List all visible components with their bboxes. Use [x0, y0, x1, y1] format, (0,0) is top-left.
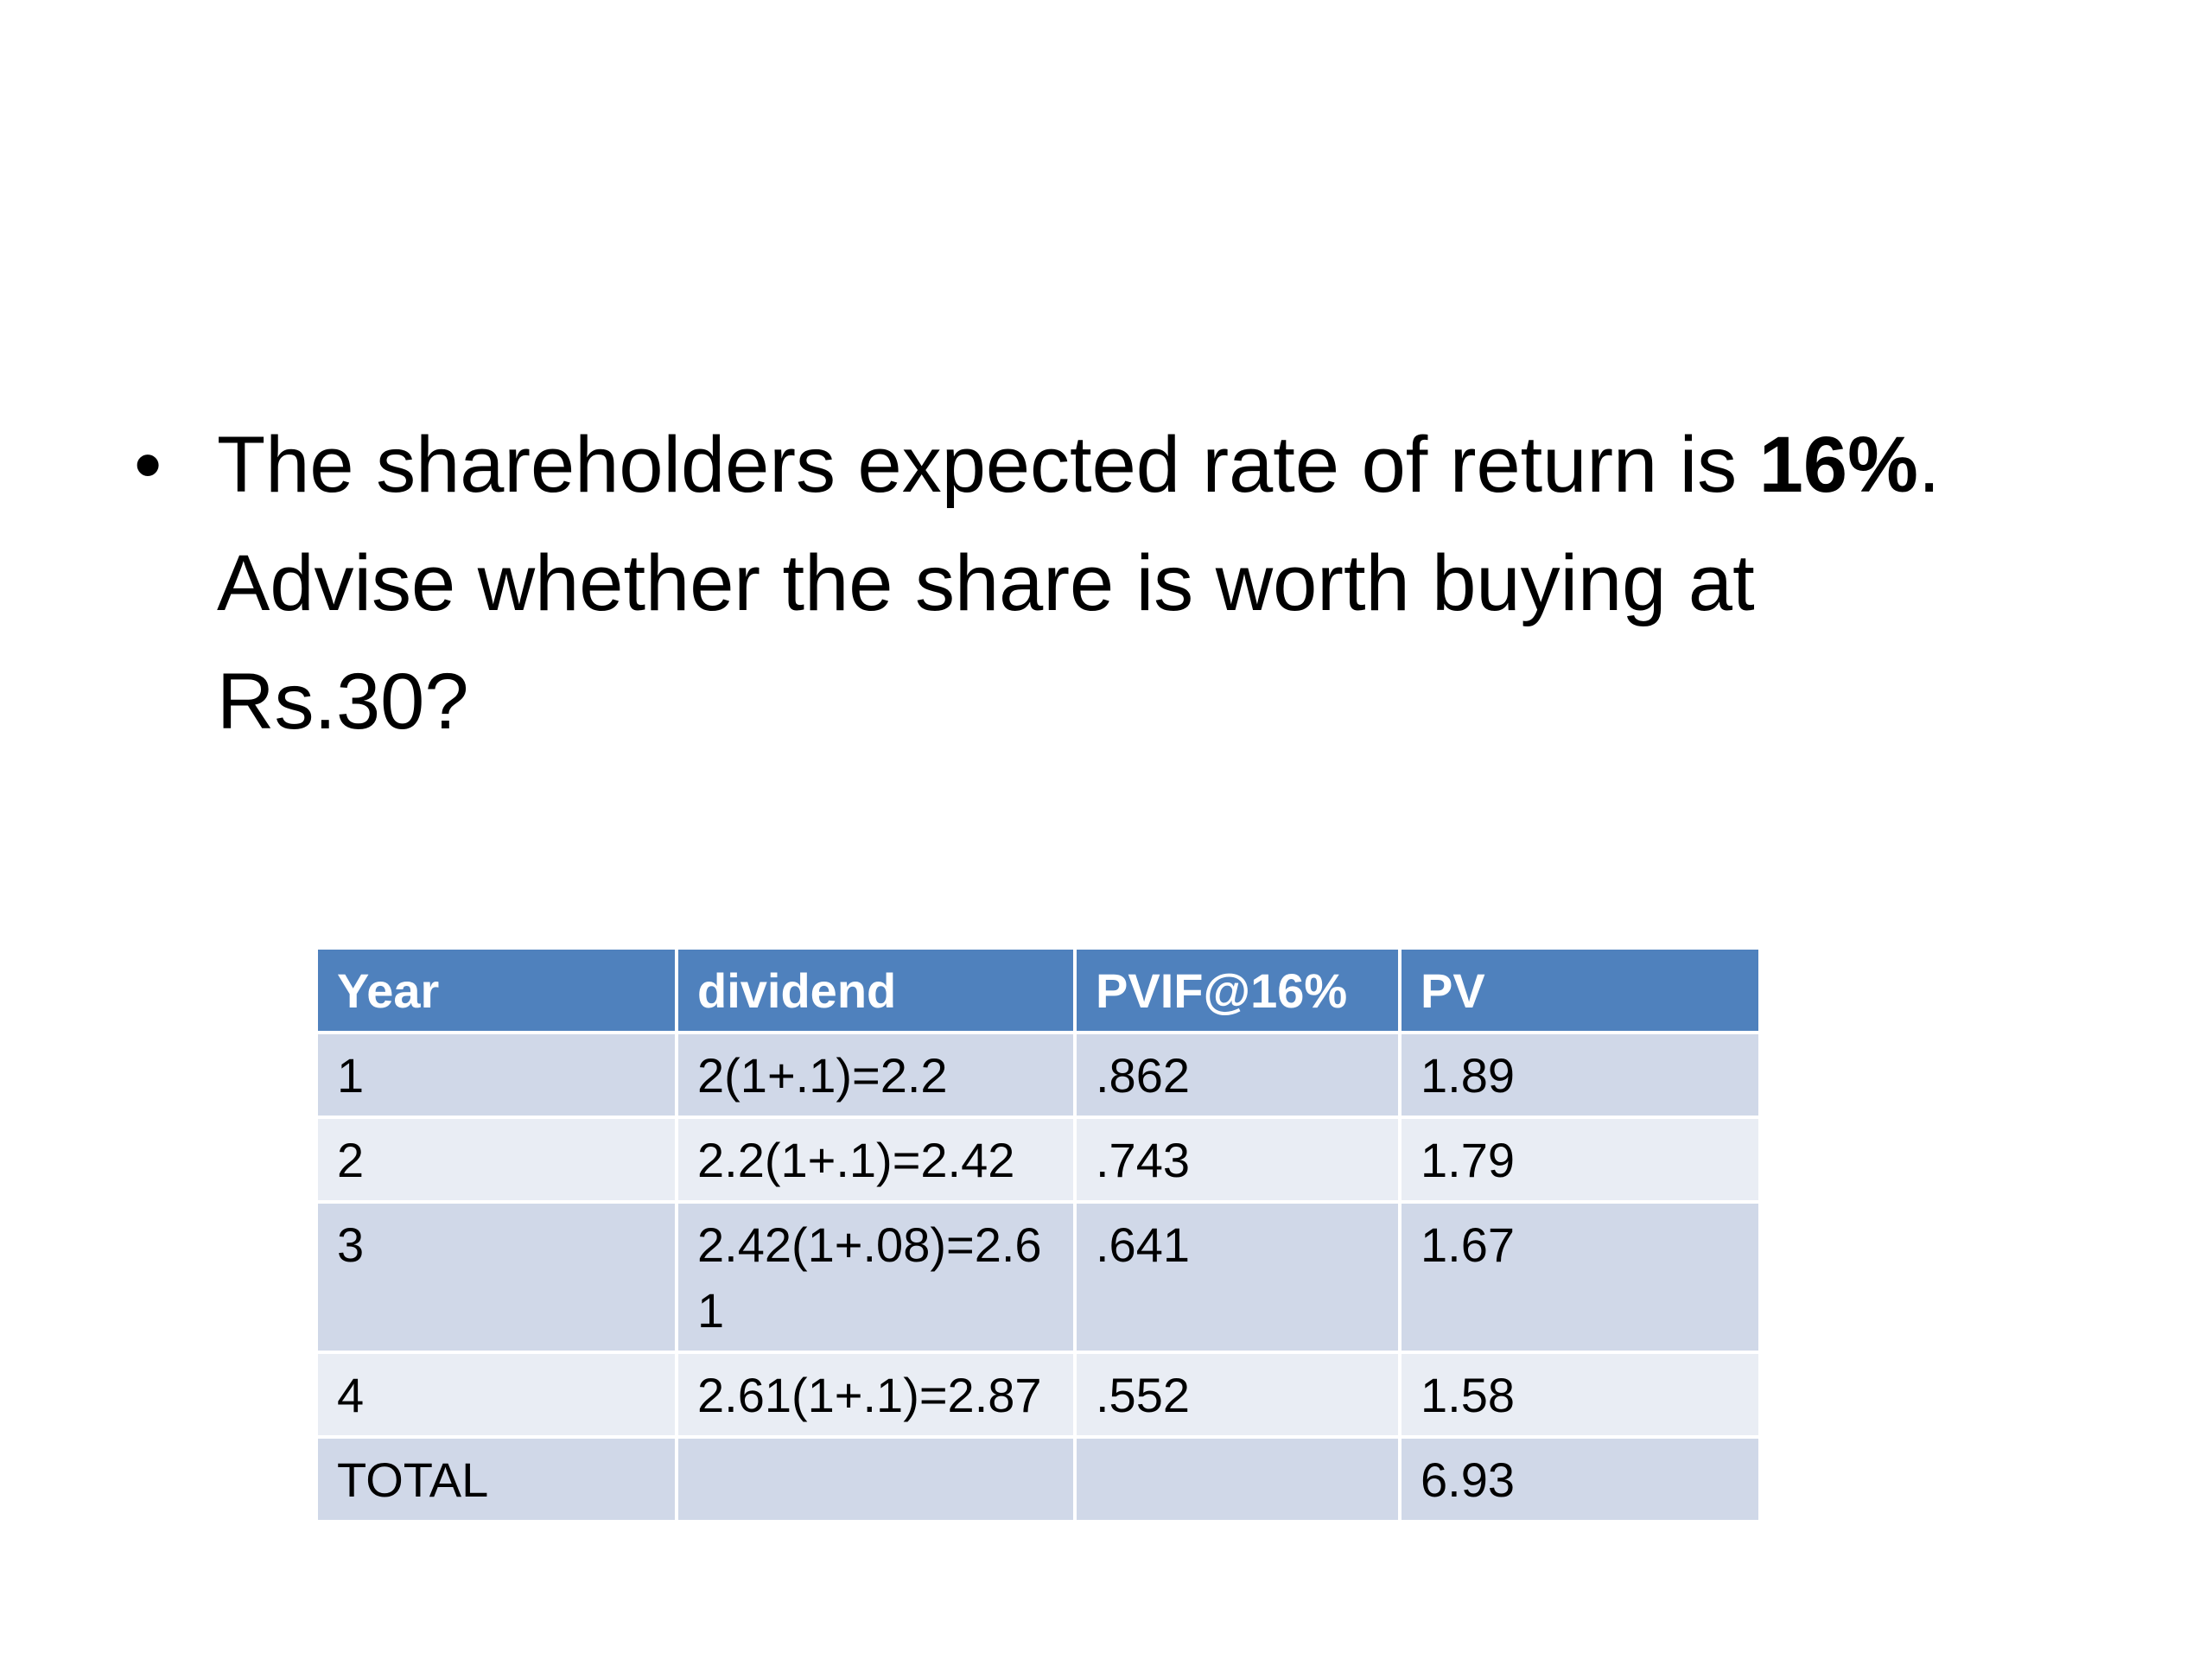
cell: 4: [315, 1351, 678, 1439]
row: 1 2(1+.1)=2.2.862 1.89: [315, 1031, 1762, 1119]
empty-cell: [1073, 1435, 1402, 1523]
header-cell: PV: [1398, 946, 1762, 1034]
total-row: TOTAL 6.93: [315, 1435, 1762, 1523]
row: 3 2.42(1+.08)=2.61.641 1.67: [315, 1200, 1762, 1354]
cell: 2: [315, 1116, 678, 1204]
cell: 1: [315, 1031, 678, 1119]
cell: 3: [315, 1200, 678, 1354]
table: Year dividend PVIF@16% PV 1 2(1+.1)=2.2.862 1…: [315, 946, 1762, 1523]
cell: 6.93: [1398, 1435, 1762, 1523]
bullet-dot: •: [134, 421, 162, 509]
header-cell: dividend: [675, 946, 1077, 1034]
header-row: Year dividend PVIF@16% PV: [315, 946, 1762, 1034]
cell: 2(1+.1)=2.2: [675, 1031, 1077, 1119]
bullet-text: The shareholders expected rate of return…: [217, 406, 2014, 761]
cell: 2.61(1+.1)=2.87: [675, 1351, 1077, 1439]
header-cell: Year: [315, 946, 678, 1034]
cell: 1.67: [1398, 1200, 1762, 1354]
row: 2 2.2(1+.1)=2.42.743 1.79: [315, 1116, 1762, 1204]
bold-text: 16%: [1758, 421, 1918, 509]
text: The shareholders expected rate of return…: [217, 421, 1759, 509]
cell: 1.89: [1398, 1031, 1762, 1119]
cell: .552: [1073, 1351, 1402, 1439]
cell: .743: [1073, 1116, 1402, 1204]
cell: TOTAL: [315, 1435, 678, 1523]
empty-cell: [675, 1435, 1077, 1523]
row: 4 2.61(1+.1)=2.87.552 1.58: [315, 1351, 1762, 1439]
cell: 1.79: [1398, 1116, 1762, 1204]
text: . Advise whether the share is worth buyi…: [217, 421, 1941, 746]
cell: 2.2(1+.1)=2.42: [675, 1116, 1077, 1204]
cell: .641: [1073, 1200, 1402, 1354]
header-cell: PVIF@16%: [1073, 946, 1402, 1034]
cell: 1.58: [1398, 1351, 1762, 1439]
cell: .862: [1073, 1031, 1402, 1119]
cell: 2.42(1+.08)=2.61: [675, 1200, 1077, 1354]
